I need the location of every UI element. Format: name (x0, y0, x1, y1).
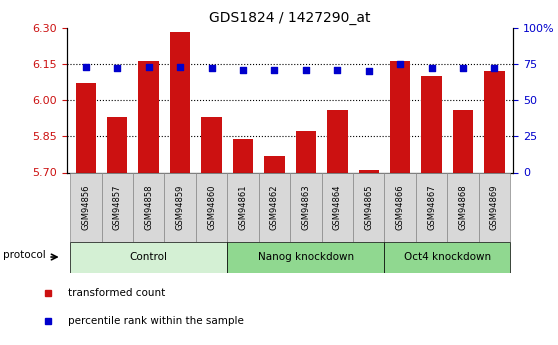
Bar (321, 172, 353, 242)
Text: GSM94860: GSM94860 (207, 184, 216, 230)
Text: protocol: protocol (3, 250, 46, 260)
Point (270, 67, 279, 72)
Bar (416, 172, 448, 242)
Bar (353, 172, 384, 242)
Point (207, 66, 216, 71)
Point (396, 61, 405, 67)
Bar (327, 110, 348, 172)
Bar (102, 172, 133, 242)
Text: Control: Control (129, 252, 168, 262)
Bar (479, 172, 510, 242)
Bar (165, 172, 196, 242)
Bar (201, 117, 222, 172)
Bar (453, 110, 473, 172)
Point (364, 68, 373, 74)
Bar (138, 61, 159, 172)
Point (333, 67, 342, 72)
Point (113, 66, 122, 71)
Bar (259, 172, 290, 242)
Text: GSM94866: GSM94866 (396, 184, 405, 230)
Text: GSM94865: GSM94865 (364, 184, 373, 230)
Bar (359, 170, 379, 172)
Text: GSM94856: GSM94856 (81, 184, 90, 230)
Bar (107, 117, 127, 172)
Bar (75, 83, 96, 172)
Point (176, 64, 185, 69)
Bar (264, 156, 285, 172)
Text: GSM94857: GSM94857 (113, 184, 122, 230)
Text: GSM94862: GSM94862 (270, 184, 279, 230)
Point (490, 66, 499, 71)
Bar (484, 71, 505, 172)
Bar (70, 172, 102, 242)
Text: GSM94858: GSM94858 (144, 184, 153, 230)
Bar (227, 172, 259, 242)
Bar (196, 172, 227, 242)
Bar (448, 172, 479, 242)
Point (144, 64, 153, 69)
Point (427, 66, 436, 71)
Title: GDS1824 / 1427290_at: GDS1824 / 1427290_at (209, 11, 371, 25)
Bar (384, 172, 416, 242)
Bar (133, 172, 165, 242)
Text: GSM94859: GSM94859 (176, 184, 185, 230)
Point (459, 66, 468, 71)
Text: GSM94869: GSM94869 (490, 184, 499, 230)
Text: GSM94868: GSM94868 (459, 184, 468, 230)
Bar (233, 139, 253, 172)
Bar (384, 241, 510, 273)
Text: Oct4 knockdown: Oct4 knockdown (404, 252, 491, 262)
Text: GSM94867: GSM94867 (427, 184, 436, 230)
Point (81, 64, 90, 69)
Bar (296, 131, 316, 172)
Bar (70, 241, 227, 273)
Text: transformed count: transformed count (68, 288, 165, 298)
Text: GSM94863: GSM94863 (301, 184, 310, 230)
Bar (170, 32, 190, 173)
Bar (227, 241, 384, 273)
Bar (421, 76, 442, 172)
Text: GSM94861: GSM94861 (238, 184, 248, 230)
Text: GSM94864: GSM94864 (333, 184, 342, 230)
Bar (390, 61, 410, 172)
Bar (290, 172, 321, 242)
Point (301, 67, 310, 72)
Text: percentile rank within the sample: percentile rank within the sample (68, 316, 244, 326)
Text: Nanog knockdown: Nanog knockdown (258, 252, 354, 262)
Point (238, 67, 247, 72)
